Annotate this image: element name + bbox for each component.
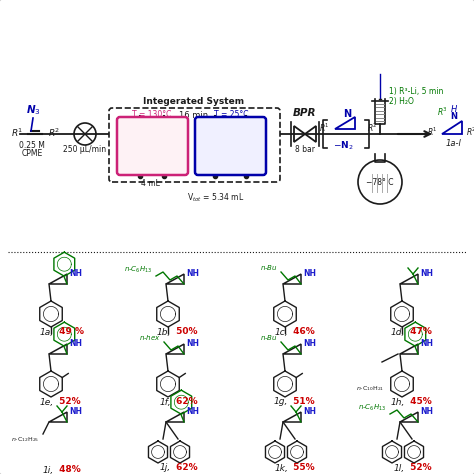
Text: 51%: 51% — [290, 398, 315, 407]
Text: NH: NH — [69, 269, 82, 278]
Text: NH: NH — [420, 407, 433, 416]
Text: R$^1$: R$^1$ — [319, 122, 329, 134]
Text: NH: NH — [303, 338, 316, 347]
Text: $n$-C$_6$H$_{13}$: $n$-C$_6$H$_{13}$ — [357, 403, 386, 413]
Text: $n$-C$_6$H$_{13}$: $n$-C$_6$H$_{13}$ — [124, 265, 152, 275]
Text: 1b,: 1b, — [156, 328, 171, 337]
Text: 50%: 50% — [173, 328, 198, 337]
Text: 0.25 M: 0.25 M — [19, 141, 45, 150]
Text: 2) H₂O: 2) H₂O — [389, 97, 414, 106]
Text: 49 %: 49 % — [56, 328, 84, 337]
Text: NH: NH — [186, 338, 199, 347]
Text: R$^3$: R$^3$ — [437, 106, 447, 118]
Text: N: N — [343, 109, 351, 119]
Text: 1g,: 1g, — [273, 398, 288, 407]
Text: 1j,: 1j, — [160, 464, 171, 473]
Text: 1k,: 1k, — [274, 464, 288, 473]
Text: 45%: 45% — [407, 398, 432, 407]
Text: 1d,: 1d, — [391, 328, 405, 337]
Text: 1f,: 1f, — [159, 398, 171, 407]
Text: NH: NH — [303, 407, 316, 416]
Text: 48%: 48% — [56, 465, 81, 474]
Text: NH: NH — [186, 269, 199, 278]
Text: N$_3$: N$_3$ — [26, 103, 40, 117]
Text: CPME: CPME — [21, 149, 43, 158]
Text: N: N — [450, 112, 457, 121]
Text: T = 25°C: T = 25°C — [214, 110, 248, 119]
Text: $n$-C$_{10}$H$_{21}$: $n$-C$_{10}$H$_{21}$ — [356, 384, 384, 393]
FancyBboxPatch shape — [195, 117, 266, 175]
Text: $-$N$_2$: $-$N$_2$ — [333, 139, 353, 152]
Text: 62%: 62% — [173, 398, 198, 407]
Text: R$^2$: R$^2$ — [466, 126, 474, 138]
Text: 52%: 52% — [407, 464, 432, 473]
Text: 1a,: 1a, — [40, 328, 54, 337]
Text: $n$-C$_{12}$H$_{25}$: $n$-C$_{12}$H$_{25}$ — [11, 436, 39, 445]
Text: 1c,: 1c, — [274, 328, 288, 337]
Text: 62%: 62% — [173, 464, 198, 473]
Text: 1a-l: 1a-l — [446, 139, 462, 148]
Text: 1l,: 1l, — [394, 464, 405, 473]
Text: V$_{tot}$ = 5.34 mL: V$_{tot}$ = 5.34 mL — [187, 191, 245, 203]
Text: R$^1$: R$^1$ — [11, 127, 23, 139]
Text: T = 130°C: T = 130°C — [132, 110, 172, 119]
Text: NH: NH — [420, 338, 433, 347]
Text: 46%: 46% — [290, 328, 315, 337]
Text: 47%: 47% — [407, 328, 432, 337]
Text: NH: NH — [69, 338, 82, 347]
Text: NH: NH — [186, 407, 199, 416]
Text: $n$-hex: $n$-hex — [139, 334, 161, 343]
Text: 55%: 55% — [290, 464, 315, 473]
Text: −78° C: −78° C — [366, 177, 394, 186]
Text: 1e,: 1e, — [40, 398, 54, 407]
Text: R$^1$: R$^1$ — [427, 126, 437, 138]
Text: 1h,: 1h, — [391, 398, 405, 407]
FancyBboxPatch shape — [117, 117, 188, 175]
FancyBboxPatch shape — [109, 108, 280, 182]
Text: $n$-Bu: $n$-Bu — [260, 264, 278, 273]
Text: 250 μL/min: 250 μL/min — [64, 145, 107, 154]
Text: Integerated System: Integerated System — [144, 97, 245, 106]
Text: R$^2$: R$^2$ — [48, 127, 60, 139]
Text: 16 min: 16 min — [180, 111, 209, 120]
Text: NH: NH — [303, 269, 316, 278]
Text: NH: NH — [69, 407, 82, 416]
Text: NH: NH — [420, 269, 433, 278]
Text: 8 bar: 8 bar — [295, 145, 315, 154]
Text: H: H — [451, 105, 457, 114]
Text: 1i,: 1i, — [43, 465, 54, 474]
Text: 52%: 52% — [56, 398, 81, 407]
Text: 1) R³-Li, 5 min: 1) R³-Li, 5 min — [389, 87, 443, 96]
Text: R$^2$: R$^2$ — [367, 122, 377, 134]
Text: $n$-Bu: $n$-Bu — [260, 334, 278, 343]
Text: 4 mL: 4 mL — [141, 179, 159, 188]
Text: BPR: BPR — [293, 108, 317, 118]
